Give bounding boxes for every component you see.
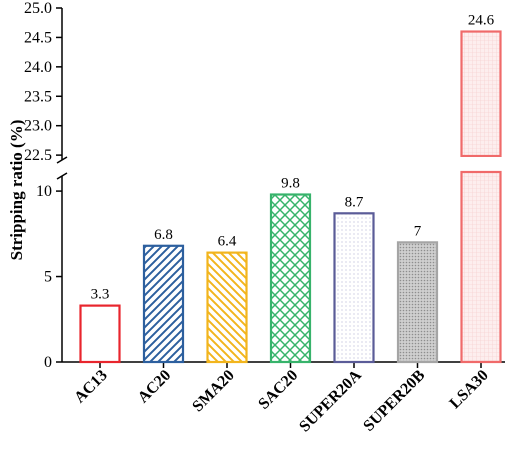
data-label-ac20: 6.8 <box>154 227 173 243</box>
data-label-super20b: 7 <box>414 223 422 239</box>
bar-super20a <box>333 212 375 364</box>
y-tick-label: 24.0 <box>24 59 52 76</box>
x-tick-label-sac20: SAC20 <box>255 367 301 413</box>
x-tick-label-super20b: SUPER20B <box>360 367 428 435</box>
y-tick-label: 23.5 <box>24 88 52 105</box>
bar-ac13 <box>79 304 121 364</box>
data-label-lsa30: 24.6 <box>468 13 495 29</box>
data-label-ac13: 3.3 <box>91 287 110 303</box>
data-label-sma20: 6.4 <box>218 234 237 250</box>
bar-lsa30 <box>460 30 502 158</box>
bars-group <box>79 30 504 364</box>
data-label-sac20: 9.8 <box>281 176 300 192</box>
axis-break-mark <box>56 172 68 180</box>
bar-lsa30-lower <box>460 170 502 364</box>
y-tick-label: 22.5 <box>24 147 52 164</box>
bar-super20b <box>396 241 439 364</box>
bar-sma20 <box>206 251 248 364</box>
data-label-super20a: 8.7 <box>345 194 364 210</box>
bar-sac20 <box>269 193 312 364</box>
x-tick-label-ac13: AC13 <box>71 367 111 407</box>
x-tick-label-super20a: SUPER20A <box>296 366 365 435</box>
y-tick-label: 5 <box>44 269 52 286</box>
y-axis-title: Stripping ratio (%) <box>7 120 26 261</box>
x-tick-label-ac20: AC20 <box>135 367 175 407</box>
y-tick-label: 25.0 <box>24 0 52 17</box>
y-tick-label: 0 <box>44 354 52 371</box>
x-tick-label-lsa30: LSA30 <box>446 367 491 412</box>
y-tick-label: 24.5 <box>24 29 52 46</box>
x-tick-label-sma20: SMA20 <box>189 367 237 415</box>
axis-break-mark <box>56 156 68 164</box>
y-tick-label: 10 <box>36 183 52 200</box>
y-tick-label: 23.0 <box>24 118 52 135</box>
bar-ac20 <box>142 244 185 364</box>
bar-break-gap <box>458 157 504 167</box>
